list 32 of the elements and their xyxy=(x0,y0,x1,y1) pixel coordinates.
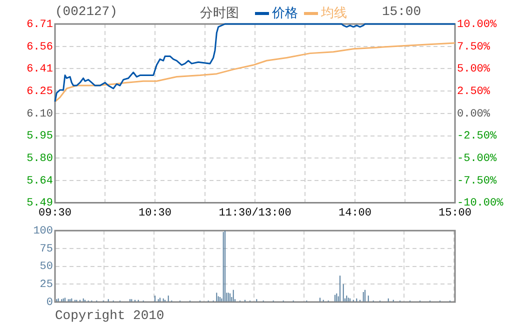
x-tick-label: 14:00 xyxy=(338,207,372,220)
y-tick-label: 5.80 xyxy=(26,153,53,166)
y-tick-label: 25 xyxy=(40,279,53,292)
chart-subtitle: 分时图 xyxy=(200,5,239,22)
y-tick-label: 75 xyxy=(40,243,53,256)
y-tick-label: 6.56 xyxy=(26,41,53,54)
y-tick-label: 100 xyxy=(33,226,53,238)
y-tick-label: 5.64 xyxy=(26,175,54,188)
y2-tick-label: 10.00% xyxy=(457,18,498,31)
x-tick-label: 11:30/13:00 xyxy=(218,207,292,220)
y2-tick-label: -5.00% xyxy=(457,153,498,166)
x-tick-label: 15:00 xyxy=(438,207,472,220)
y-tick-label: 6.71 xyxy=(26,18,54,31)
y-tick-label: 6.10 xyxy=(26,108,53,120)
y2-tick-label: -2.50% xyxy=(457,130,498,143)
x-tick-label: 09:30 xyxy=(38,207,72,220)
text: 15:00 xyxy=(382,4,422,19)
y-tick-label: 0 xyxy=(46,296,53,309)
x-tick-label: 10:30 xyxy=(138,207,172,220)
y2-tick-label: 2.50% xyxy=(457,86,490,98)
y2-tick-label: 0.00% xyxy=(457,108,490,120)
y-tick-label: 5.95 xyxy=(26,130,53,143)
legend-label: 均线 xyxy=(320,6,347,21)
y-tick-label: 6.25 xyxy=(26,86,53,98)
text: Copyright 2010 xyxy=(55,308,164,323)
y-tick-label: 50 xyxy=(40,261,53,274)
legend-label: 价格 xyxy=(271,6,298,21)
y2-tick-label: 7.50% xyxy=(457,41,490,54)
y-tick-label: 6.41 xyxy=(26,64,54,76)
y2-tick-label: -7.50% xyxy=(457,175,498,188)
chart-title: (002127) xyxy=(55,4,118,19)
y2-tick-label: 5.00% xyxy=(457,64,490,76)
